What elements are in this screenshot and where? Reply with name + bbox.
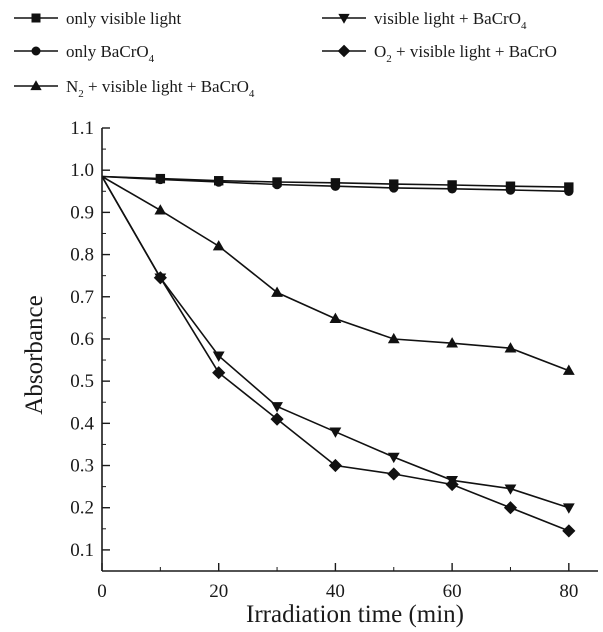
data-point — [155, 174, 166, 185]
data-point — [562, 524, 576, 538]
x-tick-label: 60 — [443, 581, 462, 602]
data-point — [504, 484, 517, 495]
legend-item: N2 + visible light + BaCrO4 — [14, 77, 255, 100]
data-point — [328, 458, 342, 473]
series-1 — [101, 174, 574, 196]
data-point — [329, 312, 342, 323]
data-point — [271, 286, 283, 297]
data-point — [272, 179, 282, 190]
legend-item: visible light + BaCrO4 — [322, 9, 527, 32]
data-point — [153, 271, 167, 285]
data-point — [562, 364, 575, 375]
data-point — [387, 452, 400, 464]
legend-label: only BaCrO4 — [66, 42, 155, 65]
legend-marker — [31, 46, 41, 56]
legend-item: only BaCrO4 — [14, 42, 155, 65]
legend-label: visible light + BaCrO4 — [374, 9, 527, 32]
legend: only visible light only BaCrO4 N2 + visibl… — [14, 9, 557, 100]
data-point — [387, 332, 400, 344]
y-tick-label: 0.3 — [70, 456, 94, 477]
data-point — [271, 402, 283, 413]
data-point — [504, 342, 517, 353]
series-line — [101, 175, 570, 372]
legend-marker — [338, 13, 350, 24]
axes: 0.1 0.2 0.3 0.4 0.5 0.6 0.7 0.8 0.9 1.0 1.1 0 20 40 60… — [70, 118, 598, 602]
data-point — [214, 177, 224, 187]
y-tick-label: 0.2 — [70, 498, 94, 519]
data-point — [212, 366, 226, 380]
legend-marker — [31, 13, 41, 23]
data-point — [389, 183, 399, 193]
data-point — [503, 501, 518, 515]
data-point — [154, 204, 167, 215]
x-tick-label: 80 — [559, 581, 578, 602]
series-2 — [101, 175, 575, 375]
y-tick-label: 0.6 — [70, 329, 94, 350]
legend-label: N2 + visible light + BaCrO4 — [66, 77, 255, 100]
y-tick-label: 1.1 — [70, 118, 94, 139]
legend-marker — [30, 80, 42, 91]
series-line — [101, 176, 570, 532]
data-point — [330, 181, 341, 191]
legend-label: O2 + visible light + BaCrO — [374, 42, 557, 65]
data-point — [387, 467, 401, 481]
legend-label: only visible light — [66, 9, 182, 28]
legend-marker — [337, 44, 351, 58]
data-point — [447, 184, 457, 194]
data-point — [446, 337, 459, 348]
y-tick-label: 1.0 — [70, 160, 94, 181]
data-point — [562, 503, 575, 514]
legend-item: only visible light — [14, 9, 182, 28]
plot-area — [101, 173, 576, 538]
data-point — [212, 351, 225, 362]
y-tick-label: 0.5 — [70, 371, 94, 392]
data-point — [329, 427, 342, 438]
y-axis-title: Absorbance — [21, 295, 48, 414]
x-tick-label: 20 — [209, 581, 228, 602]
data-point — [212, 240, 225, 251]
series-4 — [101, 176, 576, 538]
y-tick-label: 0.8 — [70, 245, 94, 266]
data-point — [505, 185, 516, 195]
legend-item: O2 + visible light + BaCrO — [322, 42, 557, 65]
x-tick-label: 0 — [97, 581, 107, 602]
series-line — [101, 176, 570, 509]
data-point — [270, 412, 284, 426]
y-tick-label: 0.7 — [70, 287, 94, 308]
y-tick-label: 0.1 — [70, 540, 94, 561]
y-tick-label: 0.4 — [70, 413, 94, 434]
x-tick-label: 40 — [326, 581, 345, 602]
data-point — [564, 186, 574, 196]
x-axis-title: Irradiation time (min) — [246, 601, 464, 628]
y-tick-label: 0.9 — [70, 202, 94, 223]
data-point — [445, 477, 459, 492]
